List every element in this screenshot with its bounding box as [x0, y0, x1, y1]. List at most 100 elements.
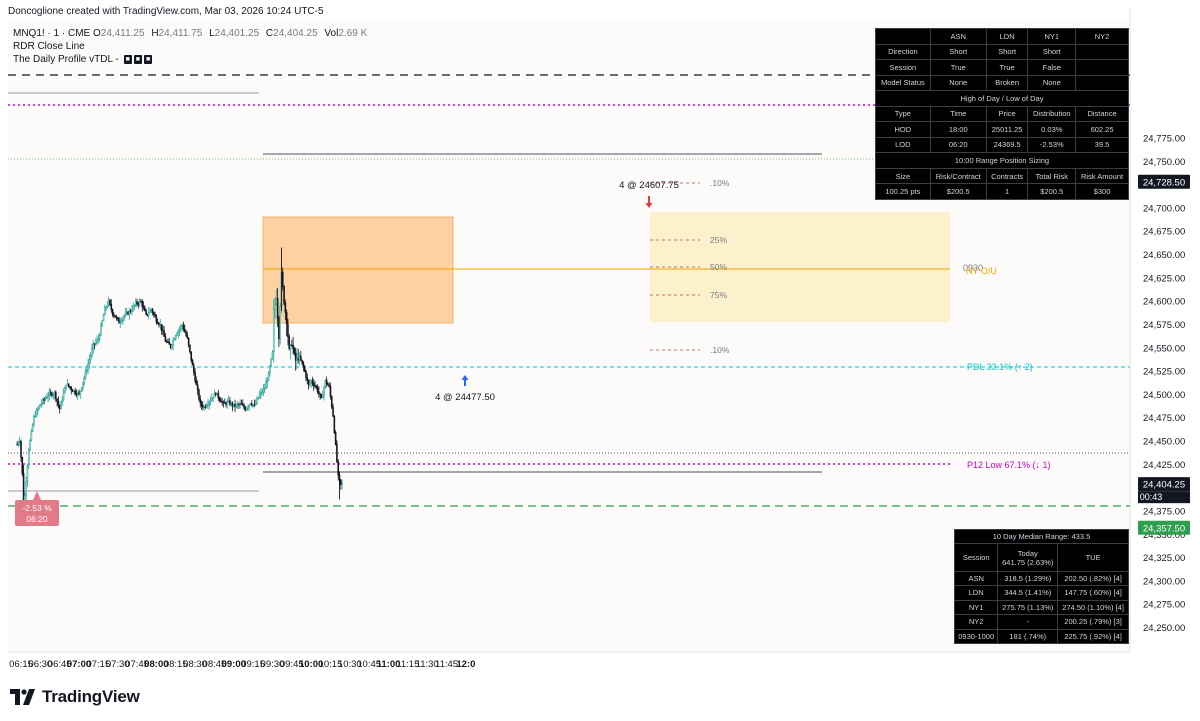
candle[interactable]	[244, 405, 247, 412]
candle[interactable]	[297, 348, 300, 364]
candle[interactable]	[189, 344, 191, 354]
candle[interactable]	[238, 402, 240, 409]
candle[interactable]	[328, 382, 330, 388]
candle[interactable]	[289, 344, 292, 360]
candle[interactable]	[198, 388, 200, 402]
candle[interactable]	[281, 267, 284, 291]
candle[interactable]	[271, 350, 274, 361]
candle[interactable]	[53, 390, 56, 400]
candle[interactable]	[208, 400, 211, 410]
candle[interactable]	[274, 297, 276, 319]
candle[interactable]	[145, 308, 147, 316]
candle[interactable]	[305, 369, 307, 382]
candle[interactable]	[181, 323, 183, 331]
candle[interactable]	[185, 329, 187, 337]
candle[interactable]	[325, 376, 328, 387]
candle[interactable]	[88, 354, 91, 370]
candle[interactable]	[111, 308, 114, 318]
candle[interactable]	[294, 347, 297, 371]
candle[interactable]	[156, 318, 159, 325]
candle[interactable]	[134, 298, 137, 307]
candle[interactable]	[83, 375, 85, 386]
candle[interactable]	[113, 312, 115, 319]
candle[interactable]	[288, 333, 291, 351]
candle[interactable]	[209, 396, 212, 406]
candle[interactable]	[66, 379, 69, 387]
candle[interactable]	[33, 414, 35, 427]
candle[interactable]	[85, 365, 88, 376]
candle[interactable]	[226, 398, 229, 409]
candle[interactable]	[119, 317, 122, 328]
legend-indicator-rdr[interactable]: RDR Close Line	[13, 41, 85, 52]
candle[interactable]	[232, 404, 235, 408]
candle[interactable]	[80, 387, 83, 393]
candle[interactable]	[310, 379, 312, 388]
candle[interactable]	[177, 329, 180, 339]
candle[interactable]	[70, 385, 73, 395]
candle[interactable]	[30, 428, 33, 442]
candle[interactable]	[190, 351, 193, 363]
candle[interactable]	[94, 338, 97, 347]
candle[interactable]	[91, 343, 93, 359]
candle[interactable]	[123, 314, 125, 322]
candle[interactable]	[162, 325, 164, 336]
candle[interactable]	[314, 381, 316, 389]
legend-indicator-daily-profile[interactable]: The Daily Profile vTDL - ■ ■ ■	[13, 54, 153, 65]
candle[interactable]	[48, 387, 51, 401]
candle[interactable]	[207, 398, 209, 410]
long-entry-arrow-icon[interactable]	[461, 375, 469, 386]
candle[interactable]	[149, 307, 151, 314]
candle[interactable]	[217, 389, 220, 402]
candle[interactable]	[293, 346, 296, 356]
candle[interactable]	[332, 403, 334, 418]
candle[interactable]	[76, 391, 79, 401]
candle[interactable]	[129, 309, 132, 314]
candle[interactable]	[65, 384, 67, 391]
candle[interactable]	[229, 396, 231, 407]
candle[interactable]	[333, 415, 336, 435]
candle[interactable]	[154, 311, 156, 318]
candle[interactable]	[62, 388, 65, 402]
candle[interactable]	[101, 319, 104, 328]
candle[interactable]	[290, 339, 293, 347]
candle[interactable]	[235, 403, 238, 409]
candle[interactable]	[110, 299, 113, 313]
candle[interactable]	[204, 404, 207, 410]
candle[interactable]	[106, 300, 109, 309]
candle[interactable]	[31, 423, 34, 433]
candle[interactable]	[93, 343, 96, 350]
legend-symbol[interactable]: MNQ1! · 1 · CME	[13, 28, 91, 39]
candle[interactable]	[272, 299, 275, 363]
candle[interactable]	[341, 479, 343, 490]
candle[interactable]	[306, 373, 309, 385]
candle[interactable]	[284, 299, 287, 320]
candle[interactable]	[223, 398, 226, 404]
candle[interactable]	[128, 307, 131, 320]
candle[interactable]	[266, 376, 269, 389]
candle[interactable]	[97, 334, 100, 344]
candle[interactable]	[221, 398, 223, 406]
candle[interactable]	[133, 304, 136, 311]
candle[interactable]	[194, 368, 196, 384]
candle[interactable]	[287, 318, 289, 346]
candle[interactable]	[52, 392, 55, 400]
candle[interactable]	[141, 299, 144, 312]
candle[interactable]	[138, 298, 141, 307]
candle[interactable]	[309, 378, 311, 388]
candle[interactable]	[240, 399, 243, 405]
candle[interactable]	[169, 343, 172, 350]
candle[interactable]	[337, 458, 340, 481]
candle[interactable]	[18, 436, 21, 447]
candle[interactable]	[245, 407, 248, 412]
legend-pill-icon[interactable]: ■	[133, 55, 143, 64]
candle[interactable]	[125, 307, 128, 316]
candle[interactable]	[192, 362, 195, 376]
price-axis[interactable]: 24,250.00 24,275.00 24,300.00 24,325.00 24,3…	[1138, 133, 1190, 634]
candle[interactable]	[303, 364, 306, 373]
candle[interactable]	[74, 388, 76, 396]
legend-pill-icon[interactable]: ■	[123, 55, 132, 64]
candle[interactable]	[67, 383, 70, 388]
candle[interactable]	[269, 364, 271, 377]
candle[interactable]	[109, 299, 111, 307]
candle[interactable]	[60, 400, 62, 410]
